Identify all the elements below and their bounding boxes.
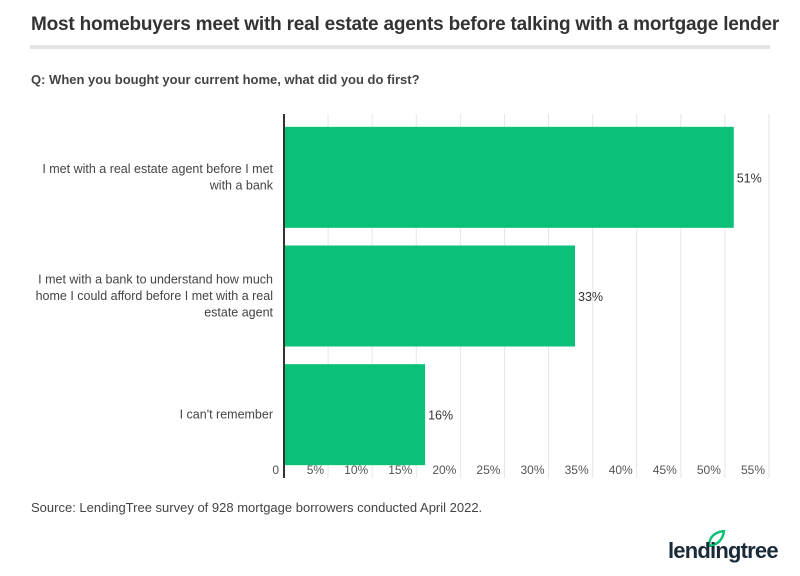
lendingtree-logo: lendingtree [668,530,779,570]
logo-text: lendingtree [668,538,779,563]
x-tick-label: 55% [741,463,765,477]
category-label: I met with a bank to understand how much [38,273,273,287]
x-tick-label: 5% [307,463,325,477]
x-tick-label: 0 [272,463,279,477]
data-label: 16% [428,409,453,423]
data-label: 51% [737,171,762,185]
chart-title: Most homebuyers meet with real estate ag… [31,14,780,35]
source-note: Source: LendingTree survey of 928 mortga… [31,500,483,515]
category-label: home I could afford before I met with a … [36,289,273,303]
x-tick-label: 20% [432,463,456,477]
category-label: with a bank [209,179,274,193]
survey-question: Q: When you bought your current home, wh… [31,72,420,87]
title-divider [30,45,770,49]
x-tick-label: 45% [653,463,677,477]
x-tick-label: 50% [697,463,721,477]
category-label: estate agent [204,306,273,320]
category-label: I can't remember [180,408,273,422]
bar [284,126,734,228]
x-tick-label: 10% [344,463,368,477]
x-tick-label: 30% [521,463,545,477]
data-label: 33% [578,290,603,304]
x-tick-label: 35% [565,463,589,477]
category-label: I met with a real estate agent before I … [42,162,273,176]
x-tick-label: 40% [609,463,633,477]
bar [284,364,426,466]
x-tick-label: 25% [476,463,500,477]
leaf-icon [707,530,726,548]
bar [284,245,575,347]
x-tick-label: 15% [388,463,412,477]
